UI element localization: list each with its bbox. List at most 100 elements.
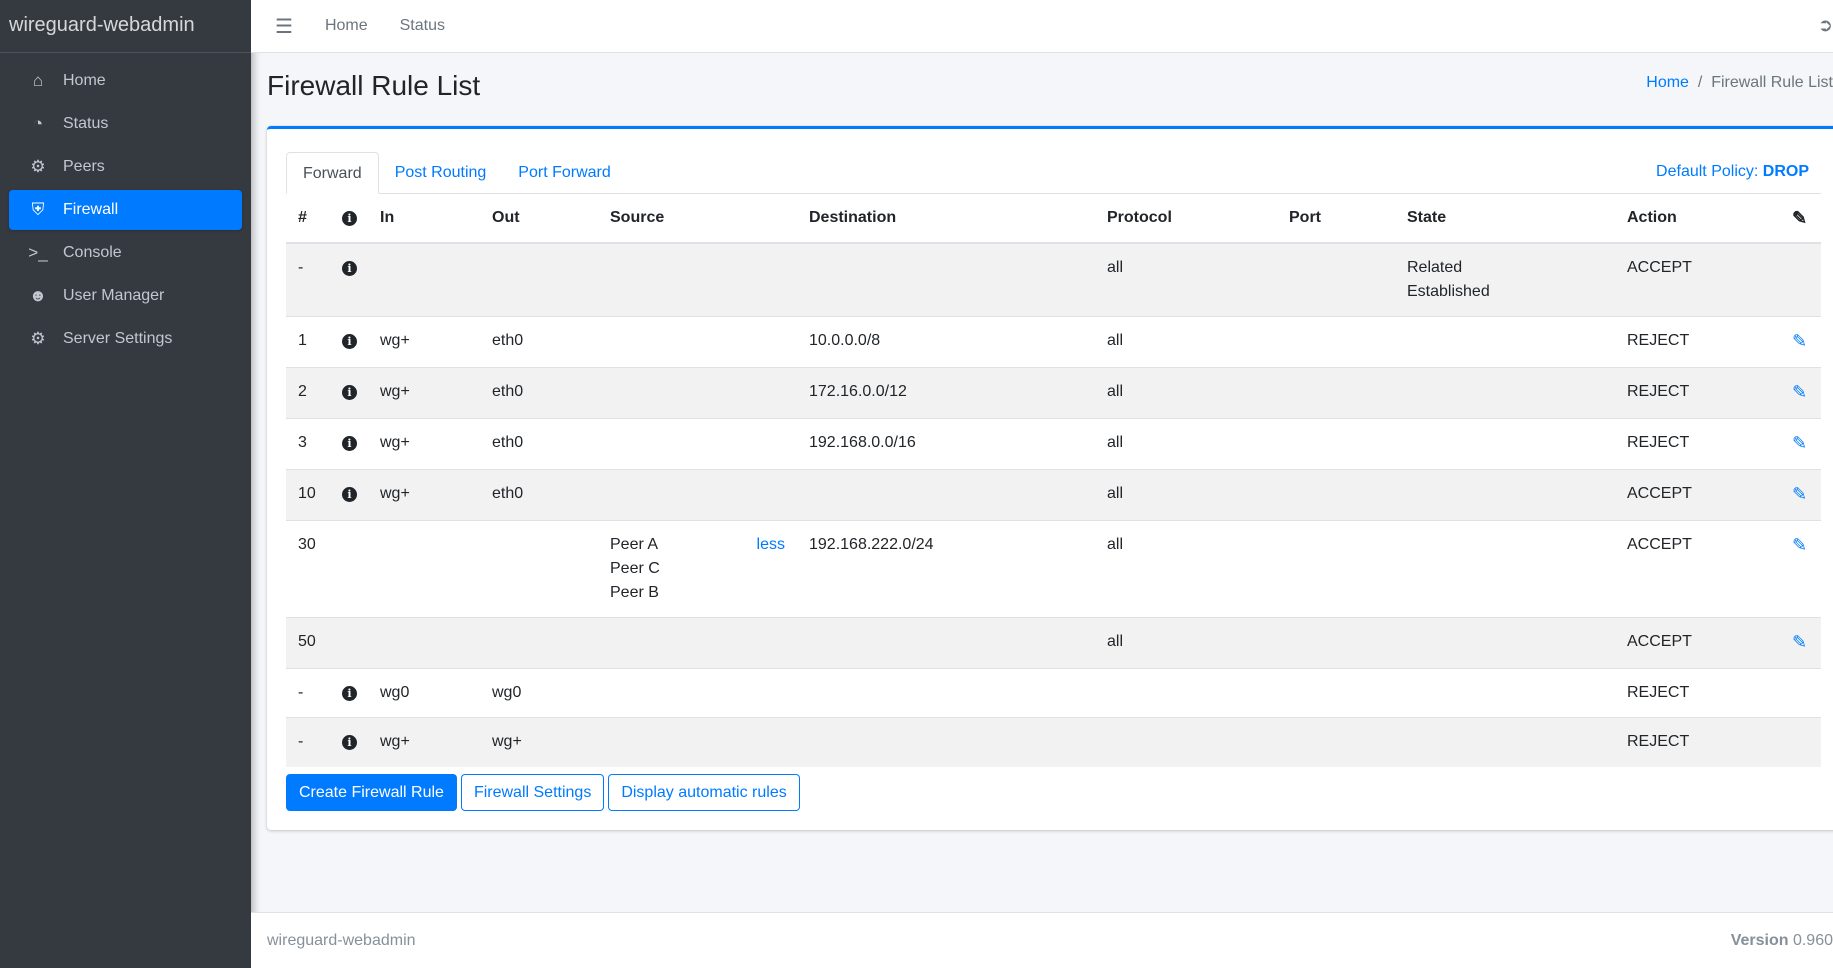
info-icon[interactable]: i	[342, 261, 357, 276]
state-cell	[1395, 418, 1615, 470]
rule-number: 10	[286, 469, 330, 521]
home-icon: ⌂	[32, 71, 44, 90]
source-cell: less Peer A Peer C Peer B	[598, 520, 797, 618]
edit-cell: ✎	[1780, 617, 1821, 669]
edit-cell	[1780, 717, 1821, 767]
info-icon[interactable]: i	[342, 487, 357, 502]
footer-version: Version 0.960	[1731, 932, 1833, 950]
column-header: Protocol	[1095, 194, 1277, 244]
edit-icon: ✎	[1792, 207, 1808, 228]
state-cell: Related Established	[1395, 242, 1615, 317]
info-icon[interactable]: i	[342, 735, 357, 750]
source-cell	[598, 242, 797, 317]
info-cell: i	[330, 242, 368, 317]
footer: wireguard-webadmin Version 0.960	[251, 912, 1833, 968]
sidebar-item-firewall[interactable]: ⛨ Firewall	[9, 190, 242, 230]
in-interface	[368, 617, 480, 669]
sidebar-item-console[interactable]: >_ Console	[9, 233, 242, 273]
edit-cell	[1780, 668, 1821, 718]
state-cell	[1395, 617, 1615, 669]
in-interface: wg+	[368, 367, 480, 419]
menu-toggle-icon[interactable]: ☰	[275, 15, 293, 38]
port	[1277, 617, 1395, 669]
brand[interactable]: wireguard-webadmin	[0, 0, 251, 53]
sidebar-nav: ⌂ Home ◔ Status ⚙ Peers ⛨ Firewall >_ Console ☻ Use…	[0, 53, 251, 370]
protocol: all	[1095, 469, 1277, 521]
sidebar-item-user-manager[interactable]: ☻ User Manager	[9, 276, 242, 316]
info-icon[interactable]: i	[342, 334, 357, 349]
sidebar-item-label: Home	[63, 72, 106, 89]
destination	[797, 668, 1095, 718]
edit-cell: ✎	[1780, 469, 1821, 521]
column-header: #	[286, 194, 330, 244]
tab-port-forward[interactable]: Port Forward	[518, 164, 611, 181]
edit-icon[interactable]: ✎	[1792, 331, 1808, 351]
info-cell: i	[330, 316, 368, 368]
destination: 10.0.0.0/8	[797, 316, 1095, 368]
rule-number: 1	[286, 316, 330, 368]
source-peer: Peer C	[610, 560, 660, 577]
out-interface: wg0	[480, 668, 598, 718]
topbar-link-status[interactable]: Status	[399, 17, 445, 34]
logout-icon[interactable]: ➲	[1817, 15, 1833, 35]
source-cell	[598, 469, 797, 521]
rule-number: -	[286, 668, 330, 718]
protocol: all	[1095, 617, 1277, 669]
info-icon[interactable]: i	[342, 436, 357, 451]
default-policy-value: DROP	[1762, 163, 1809, 180]
port	[1277, 668, 1395, 718]
breadcrumb: Home / Firewall Rule List	[1646, 74, 1833, 92]
protocol: all	[1095, 316, 1277, 368]
in-interface: wg+	[368, 717, 480, 767]
edit-icon[interactable]: ✎	[1792, 433, 1808, 453]
out-interface: wg+	[480, 717, 598, 767]
sidebar-item-server-settings[interactable]: ⚙ Server Settings	[9, 319, 242, 359]
breadcrumb-current: Firewall Rule List	[1711, 74, 1833, 91]
port	[1277, 717, 1395, 767]
info-icon[interactable]: i	[342, 686, 357, 701]
table-row: - i all Related Established ACCEPT	[286, 242, 1821, 317]
edit-icon[interactable]: ✎	[1792, 382, 1808, 402]
source-cell	[598, 617, 797, 669]
edit-header: ✎	[1780, 194, 1821, 244]
version-label: Version	[1730, 932, 1789, 949]
tab-forward[interactable]: Forward	[286, 152, 379, 194]
action: REJECT	[1615, 316, 1780, 368]
edit-cell: ✎	[1780, 316, 1821, 368]
firewall-settings-button[interactable]: Firewall Settings	[460, 774, 605, 811]
less-link[interactable]: less	[756, 536, 785, 553]
rule-number: 3	[286, 418, 330, 470]
sidebar-item-status[interactable]: ◔ Status	[9, 104, 242, 144]
protocol	[1095, 668, 1277, 718]
edit-icon[interactable]: ✎	[1792, 535, 1808, 555]
table-row: 50 all ACCEPT ✎	[286, 617, 1821, 669]
sidebar-item-peers[interactable]: ⚙ Peers	[9, 147, 242, 187]
column-header: In	[368, 194, 480, 244]
table-row: - i wg0 wg0 REJECT	[286, 668, 1821, 718]
info-cell: i	[330, 717, 368, 767]
sidebar-item-label: Firewall	[63, 201, 119, 218]
default-policy[interactable]: Default Policy: DROP	[1656, 163, 1809, 181]
breadcrumb-home[interactable]: Home	[1646, 74, 1689, 91]
display-automatic-rules-button[interactable]: Display automatic rules	[608, 774, 800, 811]
version-value: 0.960	[1792, 932, 1833, 949]
action: ACCEPT	[1615, 242, 1780, 317]
rule-number: -	[286, 717, 330, 767]
topbar-link-home[interactable]: Home	[324, 17, 368, 34]
sidebar-item-home[interactable]: ⌂ Home	[9, 61, 242, 101]
edit-icon[interactable]: ✎	[1792, 484, 1808, 504]
destination: 192.168.222.0/24	[797, 520, 1095, 618]
destination	[797, 717, 1095, 767]
rule-number: -	[286, 242, 330, 317]
tab-post-routing[interactable]: Post Routing	[394, 164, 487, 181]
in-interface: wg0	[368, 668, 480, 718]
create-firewall-rule-button[interactable]: Create Firewall Rule	[286, 774, 457, 811]
column-header: Source	[598, 194, 797, 244]
destination: 192.168.0.0/16	[797, 418, 1095, 470]
info-cell: i	[330, 367, 368, 419]
port	[1277, 316, 1395, 368]
info-icon[interactable]: i	[342, 385, 357, 400]
port	[1277, 418, 1395, 470]
edit-icon[interactable]: ✎	[1792, 632, 1808, 652]
source-peer: Peer A	[610, 536, 659, 553]
